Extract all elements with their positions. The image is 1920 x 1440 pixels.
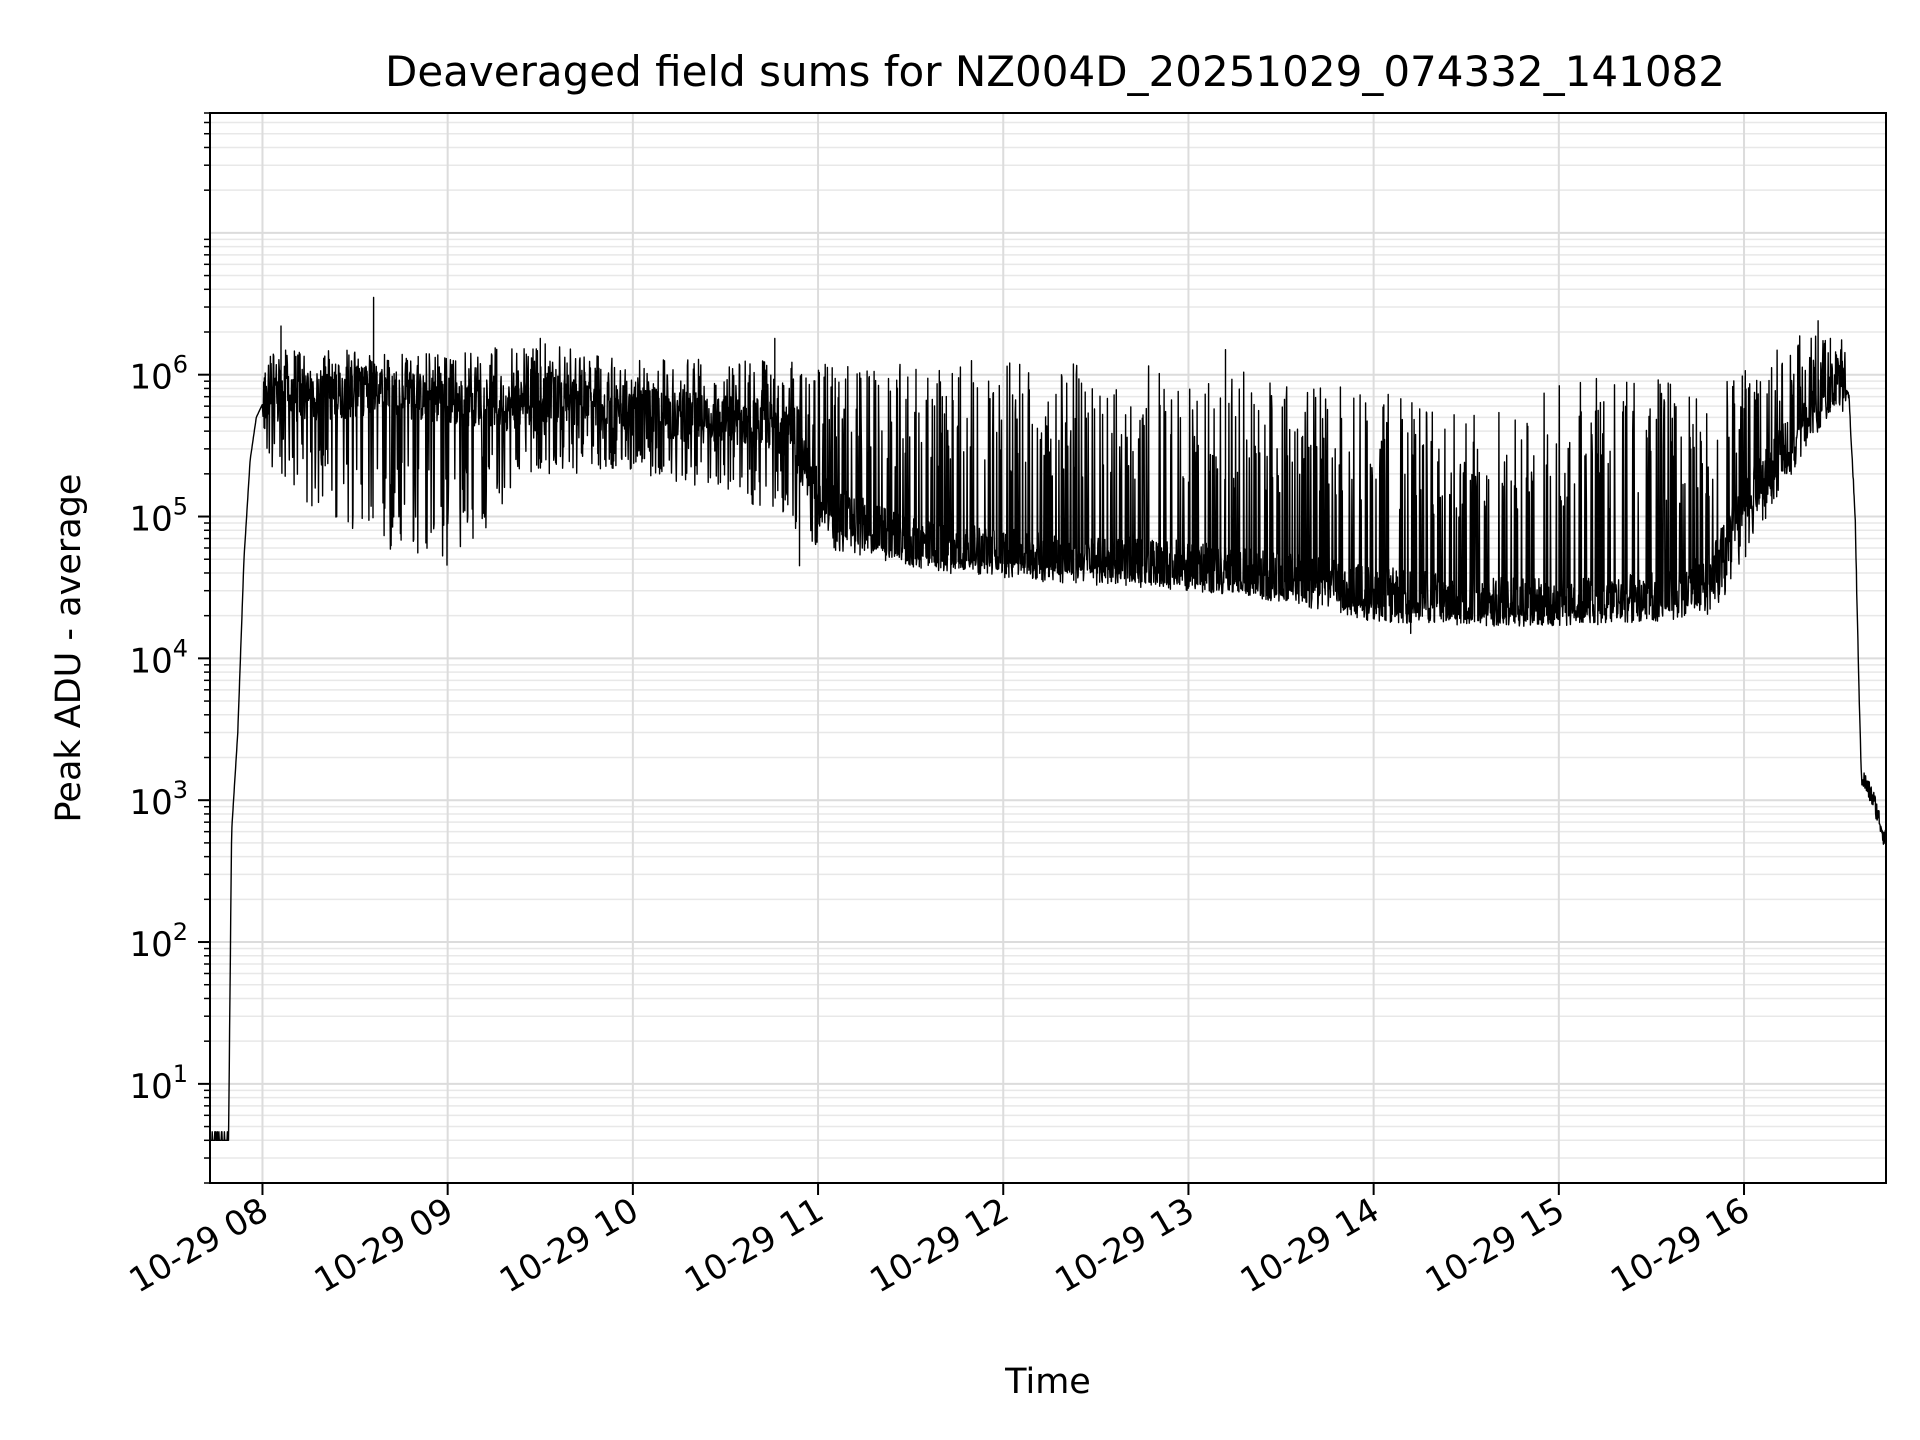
y-tick-label: 101 <box>129 1060 188 1107</box>
y-tick-label: 103 <box>129 776 188 823</box>
y-axis-label: Peak ADU - average <box>49 474 89 823</box>
plot-frame <box>209 112 1887 1184</box>
x-axis-label: Time <box>1004 1362 1091 1402</box>
y-axis: 101 102 103 104 105 106 <box>129 112 210 1184</box>
y-tick-label: 105 <box>129 493 188 540</box>
series-line <box>209 296 1887 1141</box>
grid-layer <box>210 112 1886 1184</box>
plot-layer <box>209 296 1887 1141</box>
y-tick-label: 104 <box>129 634 188 681</box>
y-tick-label: 102 <box>129 918 188 965</box>
y-tick-label: 106 <box>129 351 188 398</box>
chart-title: Deaveraged field sums for NZ004D_2025102… <box>385 47 1725 96</box>
